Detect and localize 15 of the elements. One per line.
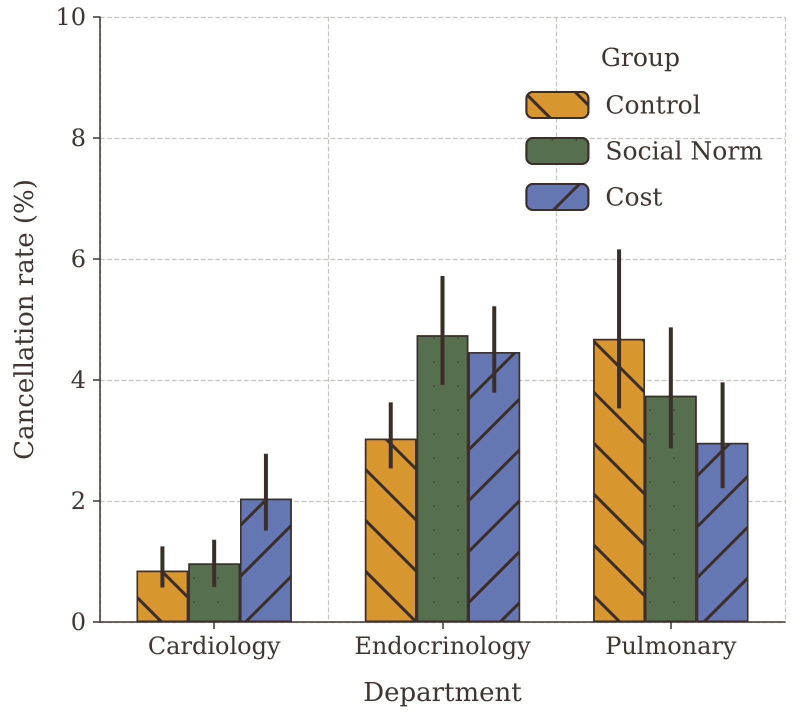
y-tick-label: 4 bbox=[70, 366, 86, 394]
x-tick-label: Pulmonary bbox=[605, 632, 737, 660]
y-tick-label: 2 bbox=[70, 487, 86, 515]
y-tick-label: 8 bbox=[70, 124, 86, 152]
legend-label: Control bbox=[605, 90, 701, 120]
legend-title: Group bbox=[600, 43, 680, 72]
y-tick-label: 10 bbox=[55, 3, 86, 31]
y-tick-label: 0 bbox=[70, 608, 86, 636]
y-tick-label: 6 bbox=[70, 245, 86, 273]
legend-label: Cost bbox=[605, 182, 662, 212]
x-tick-label: Cardiology bbox=[148, 632, 281, 660]
y-axis-title: Cancellation rate (%) bbox=[10, 179, 40, 460]
legend-label: Social Norm bbox=[605, 136, 764, 166]
x-tick-label: Endocrinology bbox=[354, 632, 532, 660]
x-axis-title: Department bbox=[363, 678, 522, 708]
